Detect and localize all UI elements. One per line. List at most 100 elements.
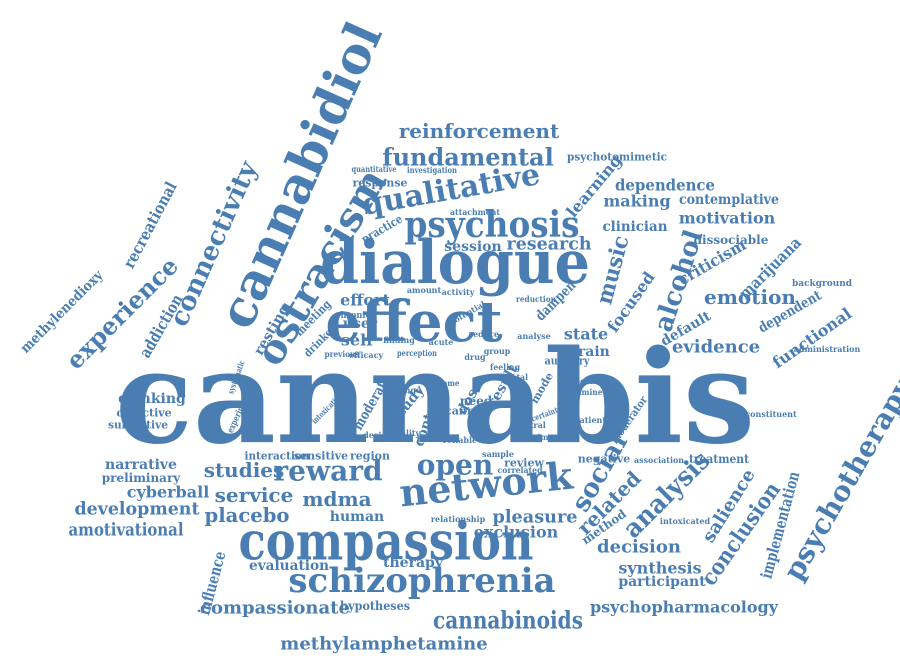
word-dissociable: dissociable bbox=[694, 233, 769, 247]
word-background: background bbox=[792, 279, 853, 289]
word-exclusion: exclusion bbox=[474, 523, 559, 542]
word-intoxicated: intoxicated bbox=[660, 516, 711, 526]
word-relationship: relationship bbox=[431, 514, 486, 524]
word-decision: decision bbox=[597, 537, 681, 558]
word-emotion: emotion bbox=[704, 285, 796, 309]
word-constituent: constituent bbox=[745, 409, 797, 419]
word-efficacy: efficacy bbox=[349, 350, 384, 360]
word-evaluation: evaluation bbox=[249, 558, 329, 574]
word-treatment: treatment bbox=[689, 452, 749, 466]
word-reward: reward bbox=[273, 455, 382, 488]
word-synthesis: synthesis bbox=[618, 559, 701, 578]
word-narrative: narrative bbox=[105, 457, 177, 473]
word-perception: perception bbox=[397, 348, 437, 358]
word-ventral: ventral bbox=[513, 420, 546, 430]
word-psychopharmacology: psychopharmacology bbox=[590, 598, 779, 617]
word-patient: patient bbox=[574, 415, 606, 425]
word-schizophrenia: schizophrenia bbox=[288, 561, 555, 601]
word-imagery: imagery bbox=[538, 432, 573, 442]
word-quantitative: quantitative bbox=[352, 164, 397, 174]
word-participant: participant bbox=[618, 574, 706, 590]
word-cyberball: cyberball bbox=[127, 483, 210, 502]
word-therapy: therapy bbox=[383, 555, 444, 571]
word-sensitive: sensitive bbox=[294, 450, 348, 463]
word-change: change bbox=[389, 385, 421, 395]
word-fundamental: fundamental bbox=[382, 143, 553, 172]
word-effort: effort bbox=[340, 291, 390, 310]
word-analyse: analyse bbox=[517, 331, 550, 341]
word-contemplative: contemplative bbox=[679, 192, 779, 208]
word-pleasure: pleasure bbox=[493, 507, 578, 528]
word-cannabis: cannabis bbox=[115, 323, 755, 473]
word-acute: acute bbox=[429, 337, 454, 347]
word-association: association bbox=[634, 455, 684, 465]
word-objective: objective bbox=[116, 407, 171, 420]
word-motivation: motivation bbox=[679, 209, 776, 228]
word-hypotheses: hypotheses bbox=[340, 599, 410, 613]
word-self: self bbox=[341, 331, 374, 350]
word-outcome: outcome bbox=[425, 378, 460, 388]
word-clinician: clinician bbox=[603, 219, 668, 235]
word-interaction: interaction bbox=[245, 450, 310, 463]
word-positive: positive bbox=[575, 376, 610, 386]
word-effect: effect bbox=[325, 289, 502, 355]
word-compassionate: compassionate bbox=[200, 598, 350, 619]
word-methylamphetamine: methylamphetamine bbox=[280, 634, 487, 655]
word-cann: cann bbox=[445, 405, 475, 418]
word-psychosis: psychosis bbox=[405, 204, 580, 246]
word-studies: studies bbox=[204, 458, 285, 482]
word-quality: quality bbox=[390, 428, 420, 438]
word-reliable: reliable bbox=[443, 435, 477, 445]
word-recreational: recreational bbox=[119, 179, 180, 272]
word-brain: brain bbox=[568, 344, 610, 360]
word-dependence: dependence bbox=[615, 176, 715, 195]
word-state: state bbox=[564, 325, 608, 344]
word-user: user bbox=[343, 316, 378, 332]
word-mental: mental bbox=[498, 372, 528, 382]
word-psychotomimetic: psychotomimetic bbox=[567, 151, 667, 164]
word-finding: finding bbox=[383, 335, 415, 345]
word-chronic: chronic bbox=[336, 311, 371, 321]
word-correlated: correlated bbox=[498, 465, 543, 475]
word-drinking: drinking bbox=[118, 391, 186, 407]
word-review: review bbox=[504, 457, 544, 470]
word-service: service bbox=[215, 483, 294, 507]
word-activity: activity bbox=[442, 287, 475, 297]
word-preliminary: preliminary bbox=[102, 471, 182, 485]
word-amotivational: amotivational bbox=[69, 520, 184, 541]
word-need: need bbox=[460, 394, 493, 408]
word-placebo: placebo bbox=[205, 503, 290, 527]
word-administration: administration bbox=[794, 344, 861, 354]
word-dialogue: dialogue bbox=[320, 228, 590, 298]
word-previous: previous bbox=[325, 349, 360, 359]
word-research: research bbox=[507, 234, 592, 255]
word-region: region bbox=[350, 450, 390, 463]
word-amount: amount bbox=[407, 285, 442, 295]
word-group: group bbox=[484, 346, 511, 356]
word-session: session bbox=[444, 239, 501, 255]
word-health: health bbox=[417, 434, 446, 444]
word-mdma: mdma bbox=[302, 487, 371, 511]
word-feeling: feeling bbox=[490, 362, 520, 372]
word-drug: drug bbox=[464, 352, 486, 362]
word-negative: negative bbox=[578, 453, 630, 466]
word-auditory: auditory bbox=[545, 355, 591, 368]
word-subjective: subjective bbox=[108, 419, 168, 432]
word-open: open bbox=[417, 449, 493, 482]
word-examine: examine bbox=[568, 387, 603, 397]
word-reinforcement: reinforcement bbox=[399, 119, 560, 143]
word-sample: sample bbox=[482, 449, 514, 459]
word-reduction: reduction bbox=[516, 294, 556, 304]
word-cannabinoids: cannabinoids bbox=[433, 606, 583, 635]
word-evidence: evidence bbox=[672, 337, 760, 358]
word-attachment: attachment bbox=[450, 207, 500, 217]
word-making: making bbox=[603, 192, 670, 211]
word-development: development bbox=[75, 499, 201, 520]
word-response: response bbox=[353, 177, 408, 190]
word-reduce: reduce bbox=[469, 329, 499, 339]
word-investigation: investigation bbox=[407, 165, 457, 175]
word-human: human bbox=[330, 509, 384, 525]
word-design: design bbox=[363, 430, 393, 440]
